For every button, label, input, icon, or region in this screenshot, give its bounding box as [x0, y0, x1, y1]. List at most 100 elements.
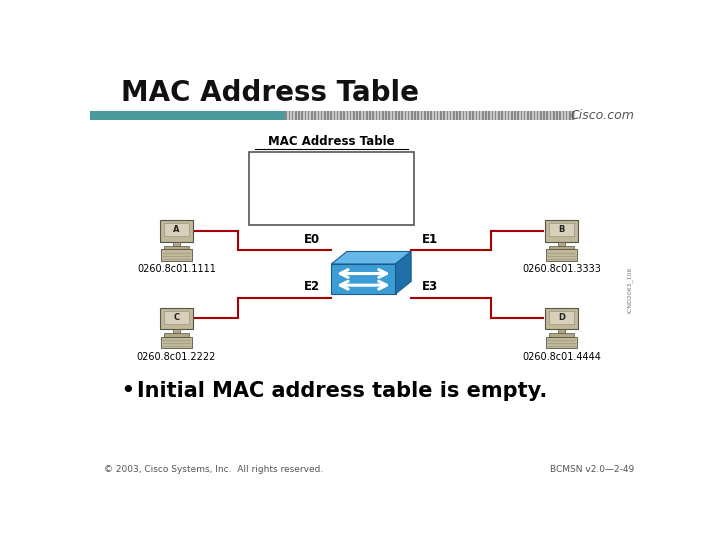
Polygon shape: [331, 264, 395, 294]
Bar: [395, 111, 397, 120]
Bar: [485, 111, 487, 120]
Bar: [295, 111, 297, 120]
Text: •: •: [121, 379, 135, 403]
Bar: [546, 111, 548, 120]
Bar: [305, 111, 306, 120]
Bar: [566, 111, 567, 120]
Bar: [161, 308, 193, 329]
Bar: [559, 111, 561, 120]
Bar: [161, 249, 192, 261]
Bar: [173, 242, 181, 246]
Bar: [569, 111, 571, 120]
Bar: [545, 308, 577, 329]
Bar: [372, 111, 374, 120]
Bar: [545, 220, 577, 242]
Bar: [161, 337, 192, 348]
Bar: [382, 111, 384, 120]
Bar: [511, 111, 513, 120]
Bar: [414, 111, 416, 120]
Bar: [285, 111, 287, 120]
Polygon shape: [331, 252, 411, 264]
Bar: [356, 111, 358, 120]
Bar: [308, 111, 310, 120]
Bar: [450, 111, 451, 120]
Bar: [562, 111, 564, 120]
Bar: [90, 111, 285, 120]
Bar: [424, 111, 426, 120]
Text: D: D: [558, 313, 565, 322]
Bar: [546, 249, 577, 261]
Bar: [469, 111, 471, 120]
Bar: [495, 111, 497, 120]
Bar: [369, 111, 371, 120]
Bar: [459, 111, 461, 120]
Bar: [472, 111, 474, 120]
Bar: [508, 111, 509, 120]
Text: E1: E1: [423, 233, 438, 246]
Text: E3: E3: [423, 280, 438, 294]
Bar: [298, 111, 300, 120]
Text: 0260.8c01.4444: 0260.8c01.4444: [522, 352, 601, 362]
Bar: [453, 111, 454, 120]
Bar: [488, 111, 490, 120]
Bar: [546, 337, 577, 348]
Text: 0260.8c01.3333: 0260.8c01.3333: [522, 265, 601, 274]
Bar: [521, 111, 522, 120]
Bar: [164, 246, 189, 249]
Bar: [549, 333, 574, 337]
Bar: [549, 111, 552, 120]
Bar: [431, 111, 432, 120]
Bar: [164, 333, 189, 337]
Bar: [330, 111, 332, 120]
Bar: [350, 111, 351, 120]
Bar: [482, 111, 484, 120]
Bar: [557, 242, 565, 246]
Bar: [340, 111, 342, 120]
Bar: [501, 111, 503, 120]
Bar: [549, 246, 574, 249]
Bar: [549, 224, 574, 237]
Bar: [327, 111, 329, 120]
Text: C: C: [174, 313, 179, 322]
Bar: [518, 111, 519, 120]
Text: Initial MAC address table is empty.: Initial MAC address table is empty.: [138, 381, 548, 401]
Text: 0260.8c01.1111: 0260.8c01.1111: [137, 265, 216, 274]
Text: Cisco.com: Cisco.com: [570, 109, 634, 122]
Bar: [389, 111, 390, 120]
Bar: [173, 329, 181, 333]
Bar: [359, 111, 361, 120]
Bar: [433, 111, 435, 120]
Text: E2: E2: [304, 280, 320, 294]
Bar: [440, 111, 441, 120]
Bar: [353, 111, 355, 120]
Bar: [411, 111, 413, 120]
Bar: [444, 111, 445, 120]
Bar: [475, 111, 477, 120]
Bar: [418, 111, 419, 120]
Text: BCMSN v2.0—2-49: BCMSN v2.0—2-49: [550, 465, 634, 474]
Text: © 2003, Cisco Systems, Inc.  All rights reserved.: © 2003, Cisco Systems, Inc. All rights r…: [104, 465, 323, 474]
Bar: [366, 111, 367, 120]
Bar: [514, 111, 516, 120]
Bar: [408, 111, 410, 120]
Bar: [321, 111, 323, 120]
Bar: [479, 111, 480, 120]
Bar: [420, 111, 423, 120]
Bar: [437, 111, 438, 120]
Bar: [315, 111, 316, 120]
Bar: [302, 111, 303, 120]
Bar: [556, 111, 558, 120]
Bar: [164, 224, 189, 237]
Bar: [337, 111, 338, 120]
Bar: [492, 111, 493, 120]
Bar: [161, 220, 193, 242]
Bar: [401, 111, 403, 120]
Bar: [324, 111, 325, 120]
Text: MAC Address Table: MAC Address Table: [268, 135, 395, 148]
Bar: [456, 111, 458, 120]
Bar: [466, 111, 467, 120]
Bar: [557, 329, 565, 333]
Bar: [398, 111, 400, 120]
Bar: [392, 111, 393, 120]
Text: MAC Address Table: MAC Address Table: [121, 79, 419, 107]
